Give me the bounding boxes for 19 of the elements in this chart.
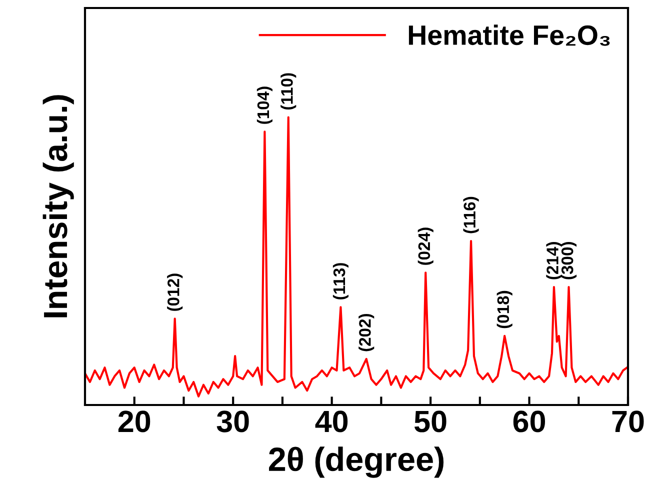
x-tick-label: 50 [414, 410, 446, 432]
x-tick-label: 20 [118, 410, 150, 432]
x-tick-label: 30 [216, 410, 249, 432]
annotation: (104) [256, 86, 272, 124]
annotation: (110) [280, 73, 296, 110]
annotation: (012) [167, 274, 183, 311]
annotation: (202) [358, 314, 374, 352]
annotation: (116) [463, 196, 479, 234]
x-tick-label: 70 [612, 410, 644, 432]
annotation: (214) [546, 242, 562, 280]
y-axis-title: Intensity (a.u.) [42, 95, 74, 318]
annotation: (113) [332, 263, 348, 300]
annotation: (018) [496, 290, 512, 328]
annotation: (024) [418, 228, 434, 265]
x-axis-title: 2θ (degree) [269, 446, 444, 478]
annotation: (300) [560, 242, 577, 280]
x-tick-label: 60 [513, 410, 546, 432]
x-tick-label: 40 [315, 410, 348, 432]
legend-label: Hematite Fe₂O₃ [408, 24, 610, 46]
